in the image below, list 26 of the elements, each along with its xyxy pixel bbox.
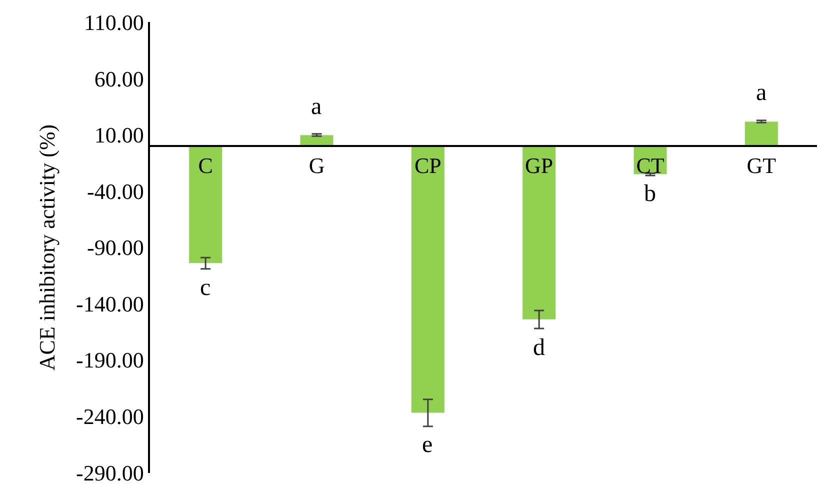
annotation: c xyxy=(200,275,211,301)
x-tick-label: G xyxy=(308,153,325,178)
y-tick-label: -290.00 xyxy=(76,460,144,486)
y-tick-label: -90.00 xyxy=(87,235,144,260)
x-tick-label: CT xyxy=(636,153,665,178)
y-tick-label: 10.00 xyxy=(94,122,144,148)
x-tick-label: GT xyxy=(746,153,777,178)
y-tick-label: -190.00 xyxy=(76,348,144,373)
bar xyxy=(522,146,556,320)
bar xyxy=(410,146,445,414)
y-tick-label: -240.00 xyxy=(76,404,144,429)
annotation: e xyxy=(422,432,433,458)
bar xyxy=(744,121,778,146)
annotation: a xyxy=(756,80,767,106)
bar xyxy=(188,146,223,264)
annotation: d xyxy=(533,335,545,361)
y-tick-label: 60.00 xyxy=(94,66,144,92)
annotation: a xyxy=(311,94,322,120)
y-tick-label: -40.00 xyxy=(87,178,144,204)
y-tick-label: 110.00 xyxy=(84,10,144,36)
annotation: b xyxy=(644,181,656,207)
y-axis-title: ACE inhibitory activity (%) xyxy=(34,124,60,371)
y-tick-label: -140.00 xyxy=(76,291,144,316)
x-tick-label: CP xyxy=(414,153,442,178)
x-tick-label: GP xyxy=(525,153,554,178)
x-tick-label: C xyxy=(198,153,213,178)
